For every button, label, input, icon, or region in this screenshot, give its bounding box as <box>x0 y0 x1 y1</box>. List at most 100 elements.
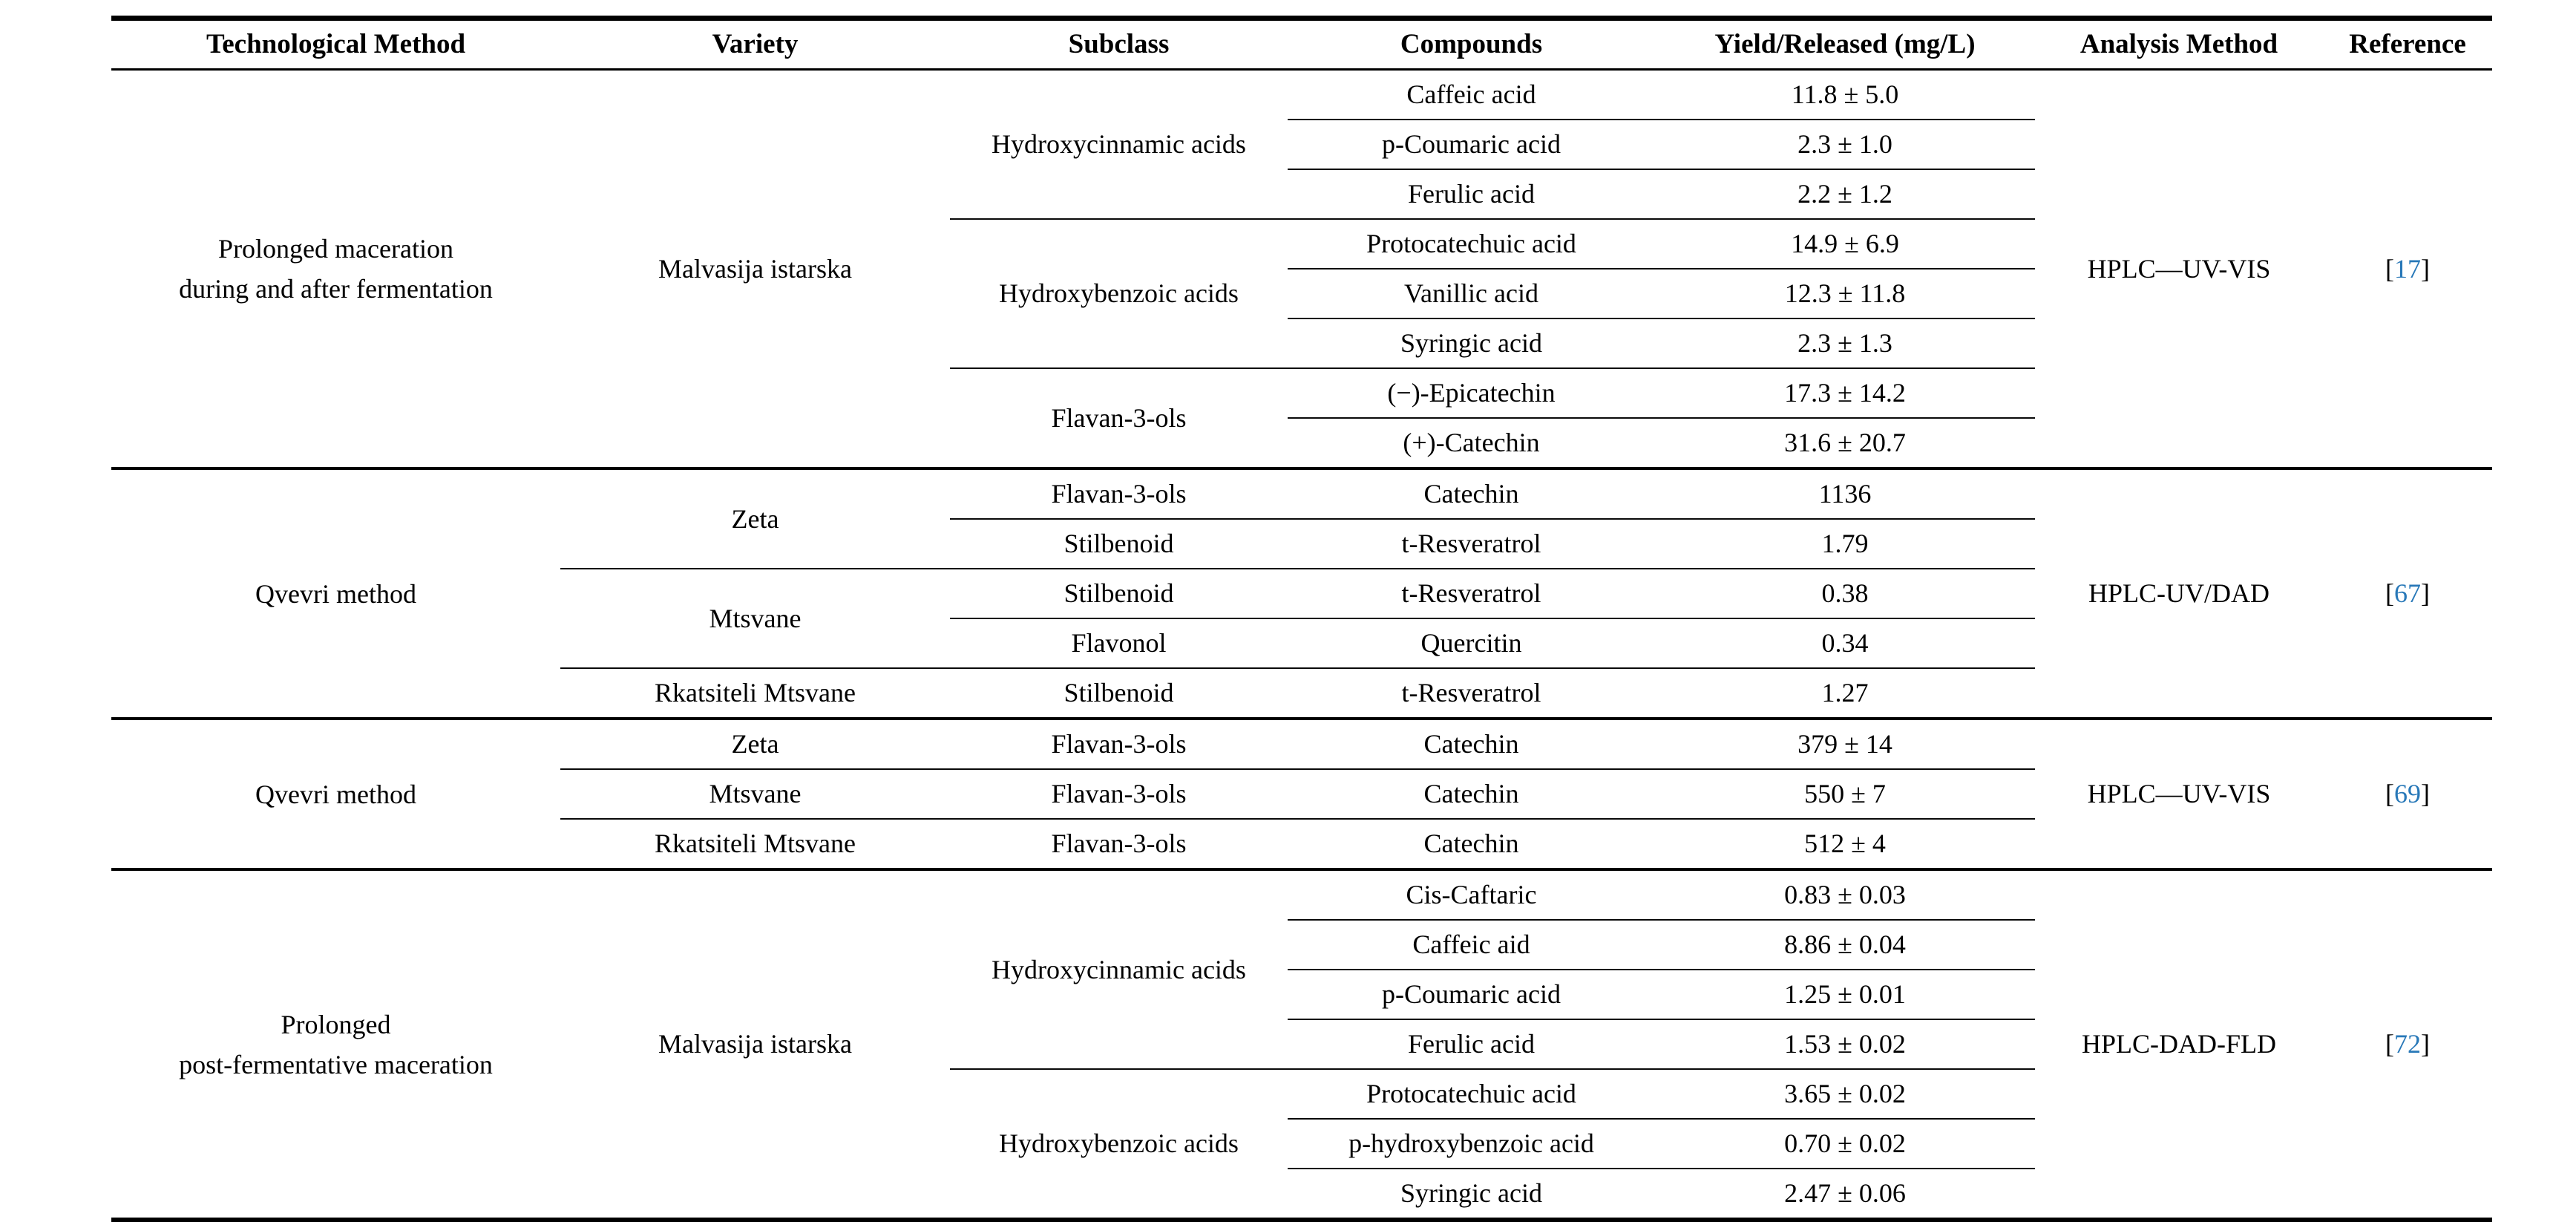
table-row: Caffeic aid 8.86 ± 0.04 <box>111 920 2492 970</box>
yield-cell: 1.53 ± 0.02 <box>1655 1019 2035 1070</box>
reference-bracket-open: [ <box>2385 578 2394 609</box>
table-row: Vanillic acid 12.3 ± 11.8 <box>111 269 2492 319</box>
subclass-cell: Flavan-3-ols <box>950 769 1288 820</box>
subclass-cell: Stilbenoid <box>950 519 1288 569</box>
yield-cell: 0.38 <box>1655 569 2035 619</box>
yield-cell: 1.27 <box>1655 668 2035 720</box>
table-row: p-Coumaric acid 2.3 ± 1.0 <box>111 120 2492 170</box>
table-row: Mtsvane Flavan-3-ols Catechin 550 ± 7 <box>111 769 2492 820</box>
yield-cell: 11.8 ± 5.0 <box>1655 69 2035 120</box>
variety-cell: Zeta <box>560 468 950 569</box>
reference-link[interactable]: 17 <box>2394 253 2421 284</box>
reference-bracket-close: ] <box>2421 578 2430 609</box>
compound-cell: Ferulic acid <box>1288 1019 1655 1070</box>
method-line: Prolonged maceration <box>218 234 453 264</box>
table-row: Ferulic acid 2.2 ± 1.2 <box>111 169 2492 220</box>
table-row: Rkatsiteli Mtsvane Stilbenoid t-Resverat… <box>111 668 2492 720</box>
reference-link[interactable]: 69 <box>2394 779 2421 809</box>
reference-cell: [72] <box>2323 869 2492 1218</box>
variety-cell: Malvasija istarska <box>658 1029 852 1059</box>
analysis-method-cell: HPLC-DAD-FLD <box>2081 1029 2276 1059</box>
table-row: Hydroxybenzoic acids Protocatechuic acid… <box>111 219 2492 369</box>
table-row: Prolonged maceration during and after fe… <box>111 69 2492 470</box>
results-table-container: Technological Method Variety Subclass Co… <box>111 16 2492 1222</box>
subclass-cell: Hydroxybenzoic acids <box>999 1128 1239 1159</box>
table-row: Qvevri method Zeta Flavan-3-ols Catechin… <box>111 719 2492 871</box>
compound-cell: Caffeic acid <box>1288 69 1655 120</box>
table-row: Prolonged post-fermentative maceration M… <box>111 869 2492 1079</box>
compound-cell: t-Resveratrol <box>1288 668 1655 720</box>
phenolic-compounds-table: Technological Method Variety Subclass Co… <box>111 21 2492 1218</box>
table-row: Stilbenoid t-Resveratrol 1.79 <box>111 519 2492 569</box>
reference-link[interactable]: 72 <box>2394 1029 2421 1059</box>
yield-cell: 1.25 ± 0.01 <box>1655 970 2035 1020</box>
yield-cell: 2.3 ± 1.0 <box>1655 120 2035 170</box>
reference-bracket-close: ] <box>2421 253 2430 284</box>
method-line: Prolonged <box>281 1009 391 1039</box>
table-row: Rkatsiteli Mtsvane Flavan-3-ols Catechin… <box>111 819 2492 871</box>
compound-cell: Caffeic aid <box>1288 920 1655 970</box>
method-cell: Prolonged maceration during and after fe… <box>111 69 560 470</box>
compound-cell: Syringic acid <box>1288 318 1655 369</box>
variety-cell: Rkatsiteli Mtsvane <box>560 819 950 871</box>
reference-link[interactable]: 67 <box>2394 578 2421 609</box>
subclass-cell: Flavan-3-ols <box>950 819 1288 871</box>
table-row: Qvevri method Zeta Flavan-3-ols Catechin… <box>111 468 2492 720</box>
compound-cell: t-Resveratrol <box>1288 519 1655 569</box>
subclass-cell: Flavan-3-ols <box>950 468 1288 520</box>
subclass-cell: Hydroxycinnamic acids <box>950 869 1288 1070</box>
method-cell: Qvevri method <box>111 468 560 720</box>
yield-cell: 0.70 ± 0.02 <box>1655 1119 2035 1169</box>
header-row: Technological Method Variety Subclass Co… <box>111 21 2492 71</box>
compound-cell: p-Coumaric acid <box>1288 120 1655 170</box>
yield-cell: 2.47 ± 0.06 <box>1784 1178 1906 1209</box>
subclass-cell: Flavan-3-ols <box>950 368 1288 470</box>
yield-cell: 0.34 <box>1655 618 2035 669</box>
subclass-cell: Hydroxybenzoic acids <box>950 219 1288 369</box>
method-cell: Prolonged post-fermentative maceration <box>111 869 560 1218</box>
yield-cell: 2.3 ± 1.3 <box>1655 318 2035 369</box>
method-line: Qvevri method <box>255 779 416 809</box>
yield-cell: 512 ± 4 <box>1655 819 2035 871</box>
method-line: Qvevri method <box>255 578 416 609</box>
col-header-compounds: Compounds <box>1288 21 1655 71</box>
reference-bracket-open: [ <box>2385 1029 2394 1059</box>
compound-cell: (−)-Epicatechin <box>1288 368 1655 419</box>
yield-cell: 379 ± 14 <box>1655 719 2035 770</box>
compound-cell: Catechin <box>1288 819 1655 871</box>
col-header-technological-method: Technological Method <box>111 21 560 71</box>
reference-cell: [69] <box>2323 719 2492 871</box>
yield-cell: 8.86 ± 0.04 <box>1655 920 2035 970</box>
compound-cell: Protocatechuic acid <box>1288 1069 1655 1120</box>
analysis-method-cell: HPLC—UV-VIS <box>2035 69 2323 470</box>
table-row: Syringic acid 2.3 ± 1.3 <box>111 318 2492 369</box>
table-row: Hydroxybenzoic acids Protocatechuic acid… <box>111 1069 2492 1158</box>
reference-bracket-open: [ <box>2385 779 2394 809</box>
yield-cell: 3.65 ± 0.02 <box>1655 1069 2035 1120</box>
compound-cell: Protocatechuic acid <box>1288 219 1655 269</box>
variety-cell: Mtsvane <box>560 569 950 669</box>
yield-cell: 550 ± 7 <box>1655 769 2035 820</box>
subclass-cell: Hydroxycinnamic acids <box>950 69 1288 220</box>
compound-cell: Catechin <box>1288 468 1655 520</box>
compound-cell: Syringic acid <box>1400 1178 1542 1209</box>
compound-cell: Cis-Caftaric <box>1288 869 1655 921</box>
variety-cell: Mtsvane <box>560 769 950 820</box>
col-header-subclass: Subclass <box>950 21 1288 71</box>
reference-bracket-close: ] <box>2421 1029 2430 1059</box>
reference-cell: [17] <box>2323 69 2492 470</box>
yield-cell: 2.2 ± 1.2 <box>1655 169 2035 220</box>
analysis-method-cell: HPLC—UV-VIS <box>2035 719 2323 871</box>
compound-cell: p-hydroxybenzoic acid <box>1288 1119 1655 1169</box>
compound-cell: p-Coumaric acid <box>1288 970 1655 1020</box>
reference-cell: [67] <box>2323 468 2492 720</box>
compound-cell: Quercitin <box>1288 618 1655 669</box>
yield-cell: 1.79 <box>1655 519 2035 569</box>
table-row: (+)-Catechin 31.6 ± 20.7 <box>111 418 2492 470</box>
analysis-method-cell: HPLC-UV/DAD <box>2035 468 2323 720</box>
compound-cell: Vanillic acid <box>1288 269 1655 319</box>
col-header-analysis-method: Analysis Method <box>2035 21 2323 71</box>
table-row: p-Coumaric acid 1.25 ± 0.01 <box>111 970 2492 1020</box>
subclass-cell: Flavonol <box>950 618 1288 669</box>
compound-cell: Ferulic acid <box>1288 169 1655 220</box>
